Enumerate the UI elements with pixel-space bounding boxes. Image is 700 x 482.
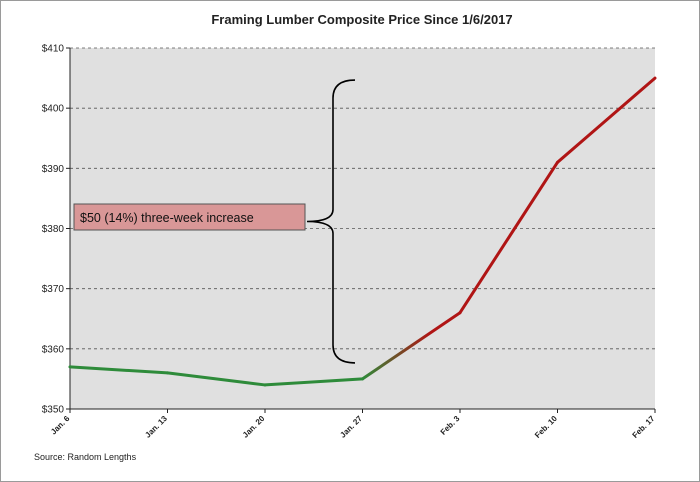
annotation-box: [73, 203, 306, 231]
data-point: [556, 161, 559, 164]
data-point: [653, 76, 657, 80]
line-segment: [68, 365, 169, 375]
line-segment: [263, 377, 364, 387]
data-point: [458, 311, 462, 314]
y-tick-label: $400: [42, 104, 65, 115]
annotation-label: $50 (14%) three-week increase: [80, 211, 254, 225]
y-tick-label: $360: [42, 344, 65, 355]
data-point: [68, 365, 72, 369]
line-segment: [556, 76, 657, 164]
data-point: [263, 383, 267, 387]
line-segment: [166, 371, 267, 387]
y-tick-label: $410: [42, 44, 65, 55]
line-segment: [361, 311, 462, 381]
y-tick-label: $370: [42, 284, 65, 295]
y-tick-label: $390: [42, 164, 65, 175]
data-point: [166, 371, 169, 375]
data-point: [361, 377, 364, 381]
price-line: [68, 76, 657, 387]
y-tick-labels: $350 $360 $370 $380 $390 $400 $410: [42, 44, 65, 416]
annotation-brace: [306, 79, 356, 364]
y-tick-label: $350: [42, 405, 65, 416]
chart-title: Framing Lumber Composite Price Since 1/6…: [211, 12, 512, 27]
y-tick-label: $380: [42, 224, 65, 235]
line-segment: [458, 160, 559, 315]
source-note: Source: Random Lengths: [34, 452, 137, 462]
